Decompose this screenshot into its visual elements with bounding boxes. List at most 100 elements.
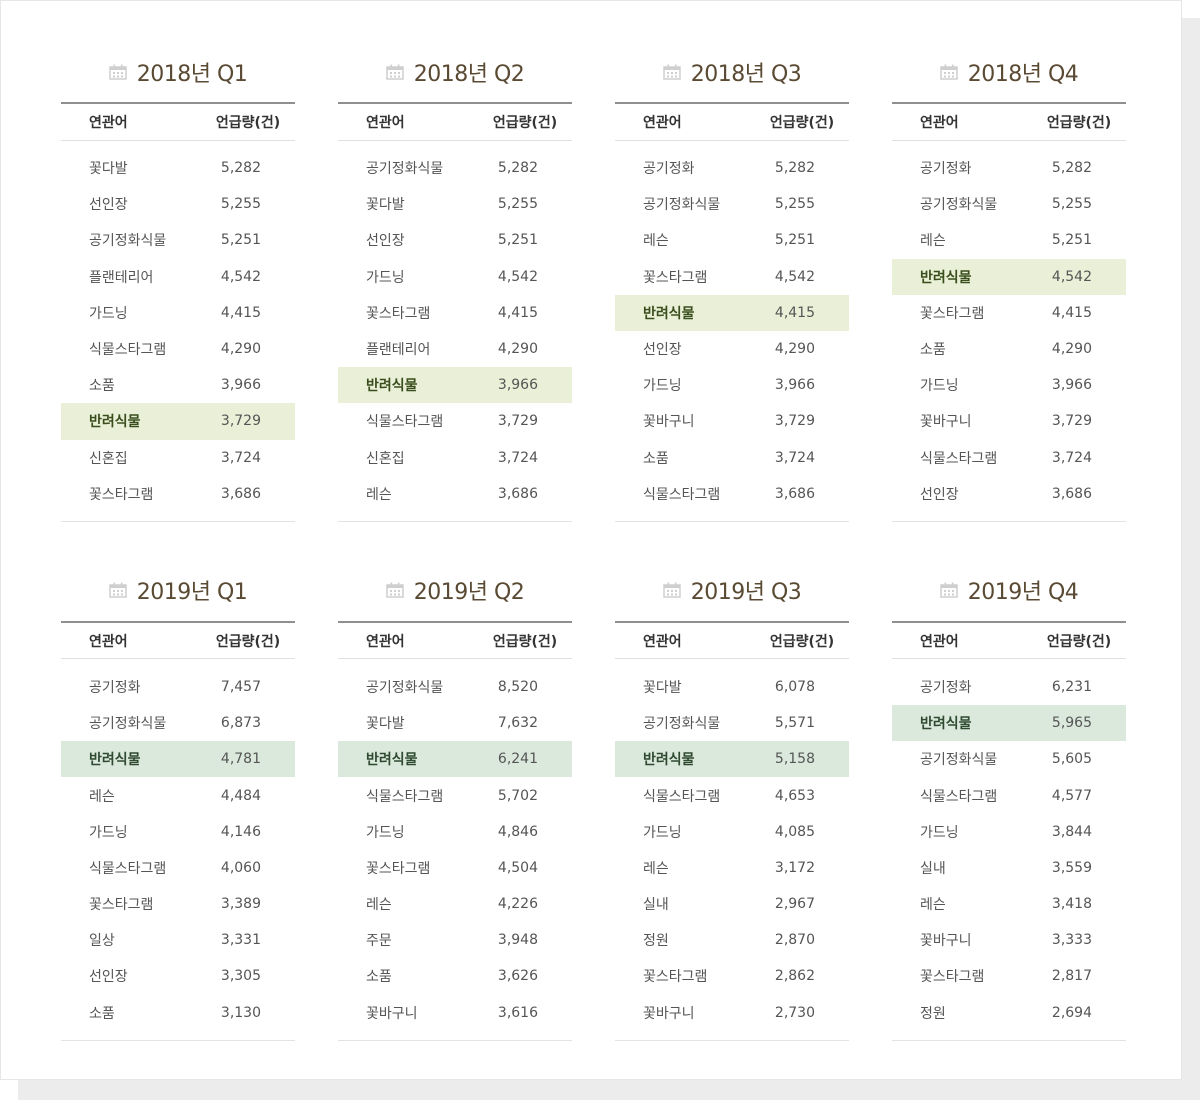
keyword-table: 연관어 언급량(건) 공기정화 5,282 공기정화식물 5,255 레슨 5,251 꽃스…: [615, 102, 849, 512]
row-spacer: [615, 659, 849, 669]
keyword-cell: 공기정화식물: [89, 716, 167, 733]
table-row: 가드닝 4,415: [61, 295, 295, 331]
table-row: 선인장 3,686: [892, 476, 1126, 512]
count-cell: 2,694: [1051, 1004, 1092, 1021]
keyword-cell: 정원: [920, 1005, 946, 1022]
keyword-cell: 소품: [366, 969, 392, 986]
table-row: 꽃스타그램 3,686: [61, 476, 295, 512]
keyword-cell: 꽃스타그램: [920, 305, 985, 322]
table-row: 레슨 3,686: [338, 476, 572, 512]
table-row: 꽃바구니 3,729: [892, 403, 1126, 439]
count-cell: 5,702: [497, 787, 538, 804]
table-row: 공기정화 6,231: [892, 669, 1126, 705]
count-cell: 7,457: [220, 678, 261, 695]
keyword-cell: 식물스타그램: [366, 414, 444, 431]
quarter-panel: 2019년 Q3 연관어 언급량(건) 꽃다발 6,078 공기정화식물 5,571 반…: [615, 560, 849, 1041]
calendar-icon: [385, 64, 404, 80]
count-cell: 4,415: [755, 294, 849, 331]
quarter-title-text: 2019년 Q2: [413, 580, 525, 606]
count-cell: 4,542: [497, 268, 538, 285]
count-cell: 4,846: [497, 823, 538, 840]
count-cell: 4,415: [497, 304, 538, 321]
count-cell: 3,729: [201, 403, 295, 440]
keyword-table: 연관어 언급량(건) 공기정화 7,457 공기정화식물 6,873 반려식물 4,781…: [61, 620, 295, 1031]
table-row: 꽃다발 6,078: [615, 669, 849, 705]
table-row: 꽃스타그램 4,542: [615, 259, 849, 295]
count-cell: 5,282: [497, 160, 538, 177]
header-keyword: 연관어: [338, 102, 478, 141]
count-cell: 4,415: [220, 304, 261, 321]
table-row: 식물스타그램 4,290: [61, 331, 295, 367]
table-row: 꽃바구니 3,333: [892, 922, 1126, 958]
table-row: 가드닝 4,146: [61, 814, 295, 850]
table-row: 공기정화식물 5,571: [615, 705, 849, 741]
table-row: 꽃스타그램 4,415: [338, 295, 572, 331]
header-count: 언급량(건): [201, 102, 295, 141]
count-cell: 6,241: [478, 741, 572, 778]
table-row: 주문 3,948: [338, 922, 572, 958]
keyword-cell: 꽃바구니: [643, 1005, 695, 1022]
table-row: 꽃다발 5,282: [61, 150, 295, 186]
table-row: 꽃다발 7,632: [338, 705, 572, 741]
count-cell: 7,632: [497, 715, 538, 732]
count-cell: 5,251: [220, 232, 261, 249]
table-bottom-rule: [338, 1031, 572, 1041]
quarter-grid: 2018년 Q1 연관어 언급량(건) 꽃다발 5,282 선인장 5,255 공기정화…: [61, 41, 1126, 1041]
row-spacer: [615, 140, 849, 150]
table-row: 꽃스타그램 3,389: [61, 886, 295, 922]
table-row-highlighted: 반려식물 4,542: [892, 258, 1126, 295]
quarter-panel: 2018년 Q4 연관어 언급량(건) 공기정화 5,282 공기정화식물 5,255…: [892, 41, 1126, 522]
table-bottom-rule: [892, 1031, 1126, 1041]
count-cell: 5,251: [497, 232, 538, 249]
quarter-panel: 2019년 Q4 연관어 언급량(건) 공기정화 6,231 반려식물 5,965 공기…: [892, 560, 1126, 1041]
keyword-cell: 꽃스타그램: [366, 860, 431, 877]
calendar-icon: [385, 582, 404, 599]
count-cell: 3,172: [774, 859, 815, 876]
keyword-cell: 레슨: [920, 233, 946, 250]
table-row: 선인장 5,251: [338, 222, 572, 258]
keyword-cell: 정원: [643, 933, 669, 950]
count-cell: 4,653: [774, 787, 815, 804]
calendar-icon: [662, 582, 681, 599]
keyword-cell: 꽃바구니: [920, 933, 972, 950]
table-row: 가드닝 3,966: [615, 367, 849, 403]
keyword-cell: 실내: [920, 860, 946, 877]
keyword-cell: 반려식물: [338, 741, 478, 778]
quarter-title: 2019년 Q4: [892, 560, 1126, 621]
keyword-cell: 꽃스타그램: [643, 269, 708, 286]
quarter-title: 2019년 Q3: [615, 560, 849, 621]
table-header-row: 연관어 언급량(건): [61, 102, 295, 141]
count-cell: 5,158: [755, 741, 849, 778]
keyword-cell: 레슨: [643, 860, 669, 877]
table-row: 꽃스타그램 2,862: [615, 958, 849, 994]
table-row: 꽃스타그램 4,415: [892, 295, 1126, 331]
keyword-cell: 가드닝: [643, 824, 682, 841]
table-bottom-rule: [615, 512, 849, 522]
table-row: 레슨 3,172: [615, 850, 849, 886]
row-spacer: [61, 659, 295, 669]
table-row: 소품 3,130: [61, 995, 295, 1031]
table-row: 꽃바구니 3,729: [615, 403, 849, 439]
keyword-cell: 공기정화식물: [89, 233, 167, 250]
quarter-title-text: 2019년 Q3: [690, 580, 802, 606]
header-keyword: 연관어: [892, 620, 1032, 660]
keyword-table: 연관어 언급량(건) 공기정화 5,282 공기정화식물 5,255 레슨 5,251 반려…: [892, 102, 1126, 512]
keyword-cell: 식물스타그램: [643, 486, 721, 503]
count-cell: 3,616: [497, 1004, 538, 1021]
table-row: 소품 3,626: [338, 958, 572, 994]
count-cell: 2,730: [774, 1004, 815, 1021]
table-row-highlighted: 반려식물 4,781: [61, 741, 295, 778]
table-row-highlighted: 반려식물 6,241: [338, 741, 572, 778]
content-card: 2018년 Q1 연관어 언급량(건) 꽃다발 5,282 선인장 5,255 공기정화…: [0, 0, 1182, 1080]
table-row: 식물스타그램 3,724: [892, 440, 1126, 476]
table-row: 레슨 5,251: [615, 222, 849, 258]
table-row: 신혼집 3,724: [61, 440, 295, 476]
keyword-cell: 식물스타그램: [89, 860, 167, 877]
quarter-panel: 2019년 Q2 연관어 언급량(건) 공기정화식물 8,520 꽃다발 7,632 반…: [338, 560, 572, 1041]
table-header-row: 연관어 언급량(건): [61, 620, 295, 660]
table-row: 꽃바구니 2,730: [615, 995, 849, 1031]
table-header-row: 연관어 언급량(건): [615, 102, 849, 141]
count-cell: 3,418: [1051, 896, 1092, 913]
table-row: 공기정화식물 5,605: [892, 741, 1126, 777]
keyword-cell: 꽃스타그램: [643, 969, 708, 986]
